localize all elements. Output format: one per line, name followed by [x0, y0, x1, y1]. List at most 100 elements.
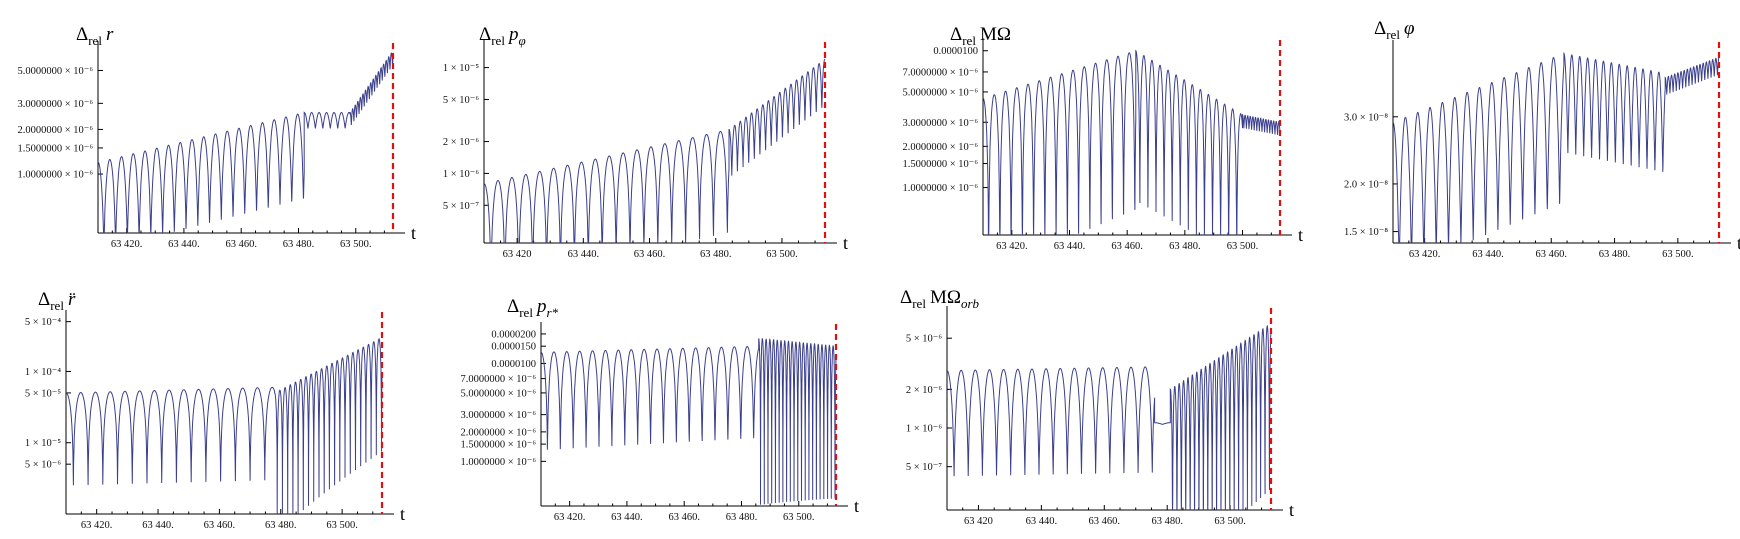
x-axis-label: t	[400, 504, 405, 524]
x-tick-label: 63 500.	[326, 520, 358, 531]
y-tick-label: 2 × 10⁻⁶	[906, 385, 942, 396]
x-tick-label: 63 480.	[1169, 241, 1201, 252]
y-tick-label: 5 × 10⁻⁴	[25, 317, 61, 328]
y-tick-label: 1 × 10⁻⁶	[906, 424, 942, 435]
x-tick-label: 63 460.	[634, 249, 666, 260]
x-tick-label: 63 500.	[783, 512, 815, 523]
x-tick-label: 63 480.	[265, 520, 297, 531]
panel-title: Δrel MΩorb	[900, 287, 980, 311]
y-tick-label: 7.0000000 × 10⁻⁶	[903, 67, 979, 78]
y-tick-label: 5.0000000 × 10⁻⁶	[903, 87, 979, 98]
title-delta: Δ	[507, 296, 519, 317]
title-delta: Δ	[479, 24, 491, 45]
panel-title: Δrel r	[76, 24, 114, 48]
x-tick-label: 63 440.	[168, 239, 200, 250]
y-tick-label: 5 × 10⁻⁶	[25, 460, 61, 471]
panel-title: Δrel pr*	[507, 296, 558, 320]
y-tick-label: 1.5000000 × 10⁻⁶	[903, 159, 979, 170]
x-tick-label: 63 480.	[1599, 249, 1631, 260]
series-line-1	[1393, 52, 1720, 243]
y-tick-label: 2.0000000 × 10⁻⁶	[461, 427, 537, 438]
chart-panel-5: 63 420. 63 440. 63 460. 63 480. 63 500. 5 × 1…	[25, 289, 405, 531]
panel-title: Δrel φ	[1374, 18, 1414, 42]
x-tick-label: 63 440.	[568, 249, 600, 260]
y-tick-label: 5 × 10⁻⁷	[906, 462, 942, 473]
y-tick-label: 2 × 10⁻⁶	[443, 137, 479, 148]
x-tick-label: 63 460.	[1536, 249, 1568, 260]
title-subscript: rel	[1386, 27, 1400, 42]
x-tick-label: 63 440.	[142, 520, 174, 531]
series-line-1	[66, 337, 383, 514]
title-quantity: MΩ	[980, 24, 1011, 45]
y-tick-label: 3.0000000 × 10⁻⁶	[18, 99, 94, 110]
x-tick-label: 63 440.	[1026, 516, 1058, 527]
y-tick-label: 5 × 10⁻⁷	[443, 201, 479, 212]
title-subscript: rel	[962, 33, 976, 48]
title-quantity: φ	[1404, 18, 1415, 39]
title-delta: Δ	[38, 289, 50, 310]
y-tick-label: 5 × 10⁻⁵	[25, 388, 61, 399]
y-tick-label: 5.0000000 × 10⁻⁶	[461, 388, 537, 399]
x-tick-label: 63 440.	[611, 512, 643, 523]
chart-panel-6: 63 420. 63 440. 63 460. 63 480. 63 500. 0.000…	[461, 296, 860, 523]
chart-panel-2: 63 420 63 440. 63 460. 63 480. 63 500. 1 × 10…	[443, 24, 848, 260]
x-axis-label: t	[843, 233, 848, 253]
x-axis-label: t	[854, 496, 859, 516]
x-tick-label: 63 440.	[1472, 249, 1504, 260]
x-tick-label: 63 460.	[668, 512, 700, 523]
x-tick-label: 63 480.	[700, 249, 732, 260]
y-tick-label: 1.0000000 × 10⁻⁶	[18, 170, 94, 181]
x-tick-label: 63 500.	[766, 249, 798, 260]
title-subscript: rel	[912, 296, 926, 311]
x-tick-label: 63 500.	[1662, 249, 1694, 260]
title-delta: Δ	[76, 24, 88, 45]
series-line-1	[484, 58, 826, 243]
x-tick-label: 63 460.	[1089, 516, 1121, 527]
x-tick-label: 63 500.	[1227, 241, 1259, 252]
title-quantity: p	[535, 296, 547, 317]
title-delta: Δ	[900, 287, 912, 308]
y-tick-label: 1 × 10⁻⁵	[25, 438, 61, 449]
x-axis-label: t	[1298, 225, 1303, 245]
title-subscript: rel	[88, 33, 102, 48]
chart-panel-1: 63 420. 63 440. 63 460. 63 480. 63 500. 5.000…	[18, 24, 417, 250]
series-line-1	[541, 338, 837, 505]
y-tick-label: 2.0 × 10⁻⁸	[1344, 179, 1388, 190]
y-tick-label: 5 × 10⁻⁶	[443, 95, 479, 106]
title-delta: Δ	[950, 24, 962, 45]
y-tick-label: 1.5000000 × 10⁻⁶	[461, 440, 537, 451]
x-tick-label: 63 460.	[204, 520, 236, 531]
x-tick-label: 63 500.	[1214, 516, 1246, 527]
y-tick-label: 7.0000000 × 10⁻⁶	[461, 374, 537, 385]
x-tick-label: 63 420.	[554, 512, 586, 523]
y-tick-label: 1.5 × 10⁻⁸	[1344, 227, 1388, 238]
y-tick-label: 3.0 × 10⁻⁸	[1344, 112, 1388, 123]
x-tick-label: 63 420	[503, 249, 532, 260]
x-tick-label: 63 500.	[340, 239, 372, 250]
panel-title: Δrel r̈	[38, 289, 76, 313]
y-tick-label: 1 × 10⁻⁵	[443, 63, 479, 74]
y-tick-label: 1.5000000 × 10⁻⁶	[18, 143, 94, 154]
title-subscript: rel	[491, 33, 505, 48]
x-tick-label: 63 420.	[1409, 249, 1441, 260]
x-tick-label: 63 420.	[81, 520, 113, 531]
title-subscript: rel	[519, 305, 533, 320]
y-tick-label: 0.0000200	[491, 329, 536, 340]
title-quantity: MΩ	[930, 287, 961, 308]
x-tick-label: 63 460.	[225, 239, 257, 250]
y-tick-label: 0.0000100	[491, 359, 536, 370]
y-tick-label: 0.0000150	[491, 342, 536, 353]
x-tick-label: 63 420	[964, 516, 993, 527]
title-quantity-subscript: φ	[518, 33, 525, 48]
x-tick-label: 63 480.	[1151, 516, 1183, 527]
x-tick-label: 63 440.	[1054, 241, 1086, 252]
title-quantity: r̈	[68, 289, 76, 310]
chart-panel-4: 63 420. 63 440. 63 460. 63 480. 63 500. 3.0 ×…	[1344, 18, 1740, 260]
series-line-1	[98, 52, 394, 233]
chart-panel-7: 63 420 63 440. 63 460. 63 480. 63 500. 5 × 10…	[900, 287, 1294, 527]
x-tick-label: 63 460.	[1111, 241, 1143, 252]
y-tick-label: 1.0000000 × 10⁻⁶	[461, 457, 537, 468]
title-quantity: r	[106, 24, 114, 45]
x-tick-label: 63 420.	[996, 241, 1028, 252]
x-tick-label: 63 480.	[726, 512, 758, 523]
